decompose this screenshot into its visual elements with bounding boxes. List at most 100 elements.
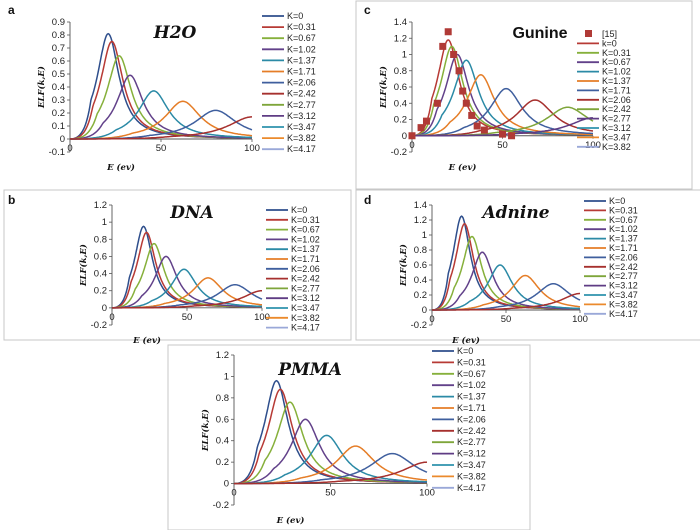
y-tick-label: 0.8 — [216, 393, 229, 404]
y-tick-label: 0.2 — [94, 286, 107, 297]
reference-point — [462, 99, 470, 107]
x-tick-label: 0 — [429, 314, 434, 325]
legend-label: K=2.06 — [602, 95, 631, 105]
series-line — [70, 90, 252, 140]
series-line — [432, 251, 580, 311]
y-tick-label: -0.2 — [213, 500, 229, 511]
y-tick-label: 0.5 — [52, 69, 65, 80]
y-axis-label: ELF(k,E) — [78, 244, 89, 287]
x-tick-label: 50 — [182, 312, 193, 323]
series-line — [112, 289, 262, 309]
y-tick-label: 0.6 — [414, 260, 427, 271]
panel-label: a — [8, 3, 15, 17]
legend-label: K=2.06 — [609, 252, 638, 262]
legend-label: K=3.82 — [291, 313, 320, 323]
y-tick-label: 0.2 — [394, 115, 407, 126]
panel-title: PMMA — [277, 360, 342, 380]
series-line — [234, 461, 428, 485]
legend-label: K=0.67 — [602, 57, 631, 67]
y-tick-label: 0.4 — [394, 98, 407, 109]
legend-marker — [585, 30, 592, 37]
series-line — [70, 40, 252, 140]
x-tick-label: 0 — [231, 488, 236, 499]
reference-point — [480, 126, 488, 134]
y-tick-label: 0 — [422, 305, 427, 316]
y-tick-label: 0.2 — [52, 108, 65, 119]
series-line — [234, 379, 427, 485]
legend-label: K=0.31 — [457, 357, 486, 367]
x-tick-label: 50 — [325, 488, 336, 499]
legend-label: K=1.37 — [457, 392, 486, 402]
y-tick-label: 0.1 — [52, 121, 65, 132]
y-tick-label: 1.2 — [414, 215, 427, 226]
legend-label: K=2.77 — [287, 100, 316, 110]
reference-point — [473, 122, 481, 130]
legend-label: K=0 — [609, 196, 625, 206]
x-tick-label: 100 — [419, 488, 435, 499]
legend-label: K=2.77 — [609, 271, 638, 281]
legend-label: K=3.47 — [602, 132, 631, 142]
legend-label: K=1.02 — [287, 44, 316, 54]
panel-e-frame — [167, 344, 531, 530]
x-axis-label: E (ev) — [106, 162, 135, 173]
series-line — [70, 32, 252, 140]
y-tick-label: 1.4 — [414, 200, 427, 211]
x-tick-label: 0 — [109, 312, 114, 323]
legend-label: K=2.77 — [291, 283, 320, 293]
legend-label: K=2.42 — [291, 274, 320, 284]
series-line — [432, 292, 580, 311]
x-axis-label: E (ev) — [276, 515, 305, 526]
y-tick-label: 1 — [422, 230, 427, 241]
y-tick-label: 0.3 — [52, 95, 65, 106]
y-tick-label: 1.2 — [216, 350, 229, 361]
series-line — [412, 74, 593, 137]
y-tick-label: 0.6 — [52, 56, 65, 67]
legend-label: K=0.31 — [291, 215, 320, 225]
x-tick-label: 50 — [497, 140, 508, 151]
legend-label: K=3.47 — [609, 290, 638, 300]
series-line — [70, 74, 253, 140]
panel-title: H2O — [153, 23, 197, 43]
series-line — [234, 418, 428, 485]
y-tick-label: 1 — [224, 371, 229, 382]
y-tick-label: 1 — [402, 50, 407, 61]
panel-title: Gunine — [512, 25, 567, 42]
y-tick-label: 0.4 — [52, 82, 65, 93]
legend-label: K=2.06 — [287, 78, 316, 88]
reference-point — [422, 117, 430, 125]
legend-label: K=0.67 — [609, 215, 638, 225]
legend-label: K=1.37 — [291, 244, 320, 254]
reference-point — [459, 87, 467, 95]
legend-label: K=3.47 — [291, 303, 320, 313]
legend-label: K=1.02 — [291, 234, 320, 244]
series-line — [70, 116, 252, 140]
reference-point — [433, 99, 441, 107]
y-tick-label: 0 — [224, 479, 229, 490]
y-tick-label: 0.7 — [52, 43, 65, 54]
y-tick-label: 0.6 — [94, 251, 107, 262]
x-axis-label: E (ev) — [132, 335, 161, 346]
reference-point — [417, 124, 425, 132]
y-tick-label: 0.2 — [414, 290, 427, 301]
y-tick-label: 0.9 — [52, 17, 65, 28]
panel-c-frame — [355, 0, 693, 190]
panel-d-frame — [355, 189, 700, 341]
series-line — [432, 264, 580, 311]
reference-point — [444, 28, 452, 36]
panel-label: c — [364, 3, 371, 17]
y-tick-label: 0.6 — [216, 414, 229, 425]
y-tick-label: 1.2 — [394, 33, 407, 44]
legend-label: K=1.37 — [602, 76, 631, 86]
legend-label: K=2.06 — [457, 414, 486, 424]
panel-title: DNA — [169, 203, 213, 223]
x-axis-label: E (ev) — [451, 335, 480, 346]
y-axis-label: ELF(k,E) — [200, 409, 211, 452]
legend-label: K=1.71 — [287, 67, 316, 77]
y-tick-label: -0.2 — [91, 320, 107, 331]
legend-label: k=0 — [602, 38, 617, 48]
legend-label: K=3.82 — [457, 471, 486, 481]
